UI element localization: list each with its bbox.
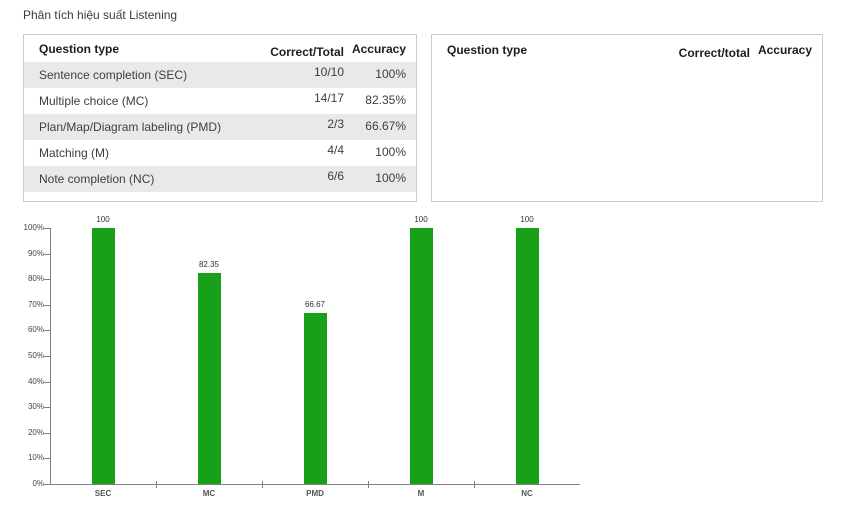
y-axis-line [50,228,51,484]
bar-value-label: 100 [414,215,428,224]
column-header-correct-total: Correct/total [678,46,750,60]
table-header-row: Question type Correct/total Accuracy [432,35,822,65]
cell-accuracy: 100% [375,171,406,185]
bar-value-label: 82.35 [198,260,220,270]
column-header-question-type: Question type [39,41,120,56]
cell-correct-total: 4/4 [327,143,344,157]
cell-question-type: Note completion (NC) [39,172,155,186]
y-tick-mark [44,484,50,485]
cell-question-type: Matching (M) [39,146,110,160]
cell-correct-total: 2/3 [327,117,344,131]
y-tick-mark [44,381,50,383]
x-tick-mark [474,481,475,488]
y-tick-mark [44,304,50,306]
y-tick-mark [44,432,50,434]
secondary-results-table-empty: Question type Correct/total Accuracy [431,34,823,202]
y-tick-mark [44,330,50,332]
table-row: Multiple choice (MC) 14/17 82.35% [24,88,416,114]
bar-mc [197,273,221,484]
column-header-correct-total: Correct/Total [270,44,344,59]
bar-value-label: 100 [520,215,534,224]
cell-accuracy: 82.35% [365,93,406,107]
x-axis-label: MC [202,489,216,498]
x-axis-label: SEC [94,489,112,498]
table-row: Matching (M) 4/4 100% [24,140,416,166]
y-tick-mark [44,279,50,281]
bar-sec [91,228,115,484]
x-axis-label: NC [521,489,533,498]
y-tick-mark [44,458,50,460]
cell-correct-total: 6/6 [327,169,344,183]
x-tick-mark [368,481,369,488]
y-axis-tick-label: 0% [32,479,44,488]
bar-pmd [303,313,327,484]
cell-question-type: Multiple choice (MC) [39,94,149,108]
bar-nc [515,228,539,484]
listening-results-table: Question type Correct/Total Accuracy Sen… [23,34,417,202]
y-tick-mark [44,356,50,357]
bar-value-label: 100 [96,215,110,224]
cell-question-type: Sentence completion (SEC) [39,68,188,82]
x-axis-label: PMD [306,489,324,498]
y-axis-tick-label: 60% [27,325,44,335]
cell-question-type: Plan/Map/Diagram labeling (PMD) [39,120,222,134]
bar-chart: 0% 10% 20% 30% 40% 50% 60% 70% 80% 90% 100% 100 SEC 8… [0,210,600,505]
y-axis-tick-label: 10% [27,453,44,463]
cell-correct-total: 10/10 [313,65,344,79]
y-axis-tick-label: 20% [27,427,44,437]
column-header-accuracy: Accuracy [757,43,812,57]
table-row: Note completion (NC) 6/6 100% [24,166,416,192]
cell-correct-total: 14/17 [313,91,344,105]
bar-value-label: 66.67 [304,300,326,310]
column-header-accuracy: Accuracy [351,41,406,56]
y-axis-tick-label: 50% [27,351,44,360]
y-axis-tick-label: 30% [27,402,44,412]
x-tick-mark [262,481,263,488]
y-axis-tick-label: 100% [23,223,44,232]
section-title: Phân tích hiệu suất Listening [23,8,178,22]
table-row: Sentence completion (SEC) 10/10 100% [24,62,416,88]
cell-accuracy: 100% [375,67,406,81]
cell-accuracy: 100% [375,145,406,159]
y-tick-mark [44,253,50,255]
table-row: Plan/Map/Diagram labeling (PMD) 2/3 66.6… [24,114,416,140]
y-tick-mark [44,228,50,229]
column-header-question-type: Question type [447,43,528,57]
x-axis-line [50,484,580,485]
x-axis-label: M [417,489,425,498]
y-axis-tick-label: 80% [27,274,44,284]
table-header-row: Question type Correct/Total Accuracy [24,35,416,62]
y-axis-tick-label: 70% [27,299,44,309]
y-tick-mark [44,407,50,409]
cell-accuracy: 66.67% [365,119,406,133]
bar-m [409,228,433,484]
x-tick-mark [156,481,157,488]
y-axis-tick-label: 90% [27,248,44,258]
y-axis-tick-label: 40% [27,376,44,386]
